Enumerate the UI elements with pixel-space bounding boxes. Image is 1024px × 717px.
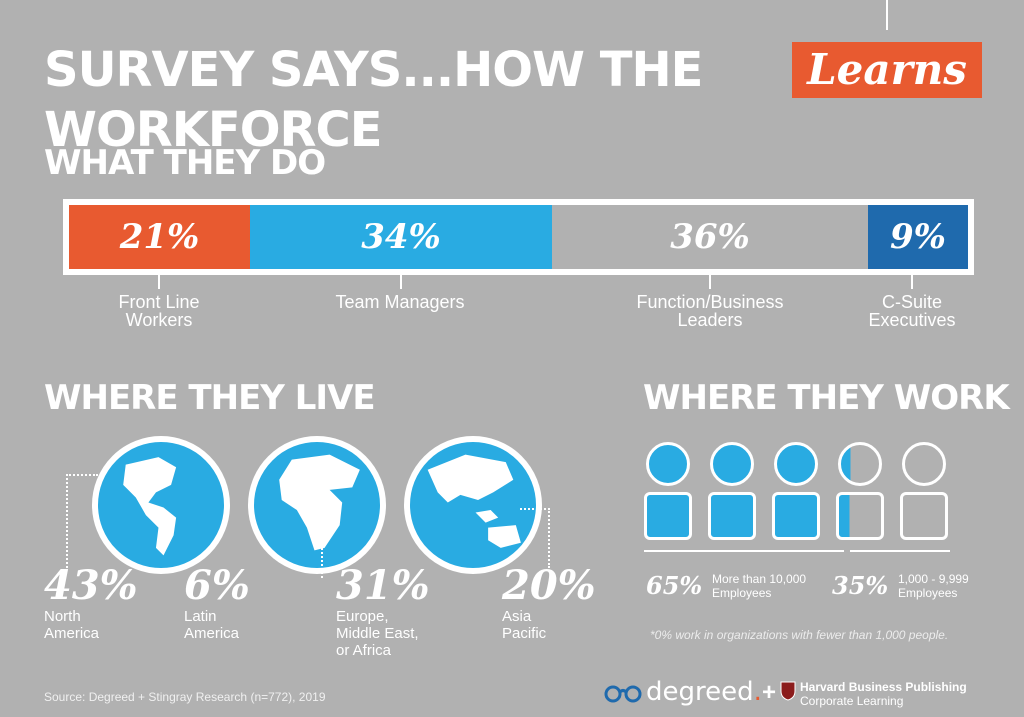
region-label: America xyxy=(184,625,240,642)
work-footnote: *0% work in organizations with fewer tha… xyxy=(650,628,949,642)
region-label: Middle East, xyxy=(336,625,419,642)
region-label: Europe, xyxy=(336,608,389,625)
work-label-line: Employees xyxy=(898,586,958,600)
degreed-wordmark: degreed xyxy=(646,677,754,707)
work-label-large: More than 10,000 Employees xyxy=(712,572,806,600)
degreed-logo: degreed. xyxy=(646,677,762,707)
work-bracket-line xyxy=(644,550,844,552)
work-percent-mid: 35% xyxy=(832,571,889,600)
role-label-function-leaders: Function/Business Leaders xyxy=(610,293,810,329)
region-percent: 6% xyxy=(184,562,250,609)
section-heading-where-they-work: WHERE THEY WORK xyxy=(643,378,1010,418)
role-label-line: Leaders xyxy=(677,310,743,330)
source-note: Source: Degreed + Stingray Research (n=7… xyxy=(44,690,326,704)
role-tick xyxy=(158,275,160,289)
role-segment-c-suite: 9% xyxy=(868,205,968,269)
region-label: Pacific xyxy=(502,625,547,642)
hbp-logo-line1: Harvard Business Publishing xyxy=(800,680,967,694)
role-segment-front-line: 21% xyxy=(69,205,250,269)
logo-plus: + xyxy=(762,679,777,706)
person-partial-icon xyxy=(838,442,882,486)
region-label: North xyxy=(44,608,81,625)
person-filled-icon xyxy=(644,492,692,540)
role-label-line: Front Line xyxy=(118,292,200,312)
person-filled-icon xyxy=(708,492,756,540)
person-filled-icon xyxy=(710,442,754,486)
asia-pacific-globe-icon xyxy=(404,436,542,574)
person-empty-icon xyxy=(902,442,946,486)
region-stat-europe-africa: 31% Europe, Middle East, or Africa xyxy=(336,562,430,660)
region-label: Asia xyxy=(502,608,532,625)
work-label-line: 1,000 - 9,999 xyxy=(898,572,969,586)
person-filled-icon xyxy=(774,442,818,486)
title-accent-word: Learns xyxy=(807,45,967,94)
role-label-line: Executives xyxy=(868,310,956,330)
work-bracket-line xyxy=(850,550,950,552)
person-filled-icon xyxy=(646,442,690,486)
region-label: America xyxy=(44,625,100,642)
americas-globe-icon xyxy=(92,436,230,574)
title-accent-box xyxy=(792,42,982,98)
region-label: Latin xyxy=(184,608,217,625)
work-label-line: More than 10,000 xyxy=(712,572,807,586)
role-label-front-line: Front Line Workers xyxy=(88,293,230,329)
role-segment-function-leaders: 36% xyxy=(552,205,868,269)
harvard-shield-icon xyxy=(780,681,796,701)
role-label-line: Function/Business xyxy=(636,292,784,312)
role-tick xyxy=(709,275,711,289)
region-percent: 20% xyxy=(502,562,596,609)
region-stat-north-america: 43% North America xyxy=(44,562,138,643)
role-label-line: Workers xyxy=(125,310,193,330)
degreed-dot: . xyxy=(753,677,762,707)
role-tick xyxy=(911,275,913,289)
north-america-leader-line xyxy=(66,474,98,568)
role-label-c-suite: C-Suite Executives xyxy=(852,293,972,329)
person-filled-icon xyxy=(772,492,820,540)
role-label-line: Team Managers xyxy=(335,292,465,312)
region-label: or Africa xyxy=(336,642,392,659)
top-divider-line xyxy=(886,0,888,30)
asia-pacific-leader-line xyxy=(520,508,550,568)
hbp-logo-line2: Corporate Learning xyxy=(800,694,904,708)
role-label-team-managers: Team Managers xyxy=(300,293,500,311)
person-partial-icon xyxy=(836,492,884,540)
work-label-mid: 1,000 - 9,999 Employees xyxy=(898,572,969,600)
role-segment-team-managers: 34% xyxy=(250,205,552,269)
region-stat-asia-pacific: 20% Asia Pacific xyxy=(502,562,596,643)
region-percent: 31% xyxy=(336,562,430,609)
role-tick xyxy=(400,275,402,289)
region-stat-latin-america: 6% Latin America xyxy=(184,562,250,643)
work-percent-large: 65% xyxy=(646,571,703,600)
europe-africa-globe-icon xyxy=(248,436,386,574)
europe-leader-line xyxy=(321,548,323,578)
role-label-line: C-Suite xyxy=(881,292,943,312)
work-label-line: Employees xyxy=(712,586,772,600)
section-heading-what-they-do: WHAT THEY DO xyxy=(44,143,326,183)
region-percent: 43% xyxy=(44,562,138,609)
section-heading-where-they-live: WHERE THEY LIVE xyxy=(44,378,376,418)
degreed-glasses-icon xyxy=(604,685,642,703)
page-title: SURVEY SAYS...HOW THE WORKFORCE xyxy=(44,42,703,158)
person-empty-icon xyxy=(900,492,948,540)
